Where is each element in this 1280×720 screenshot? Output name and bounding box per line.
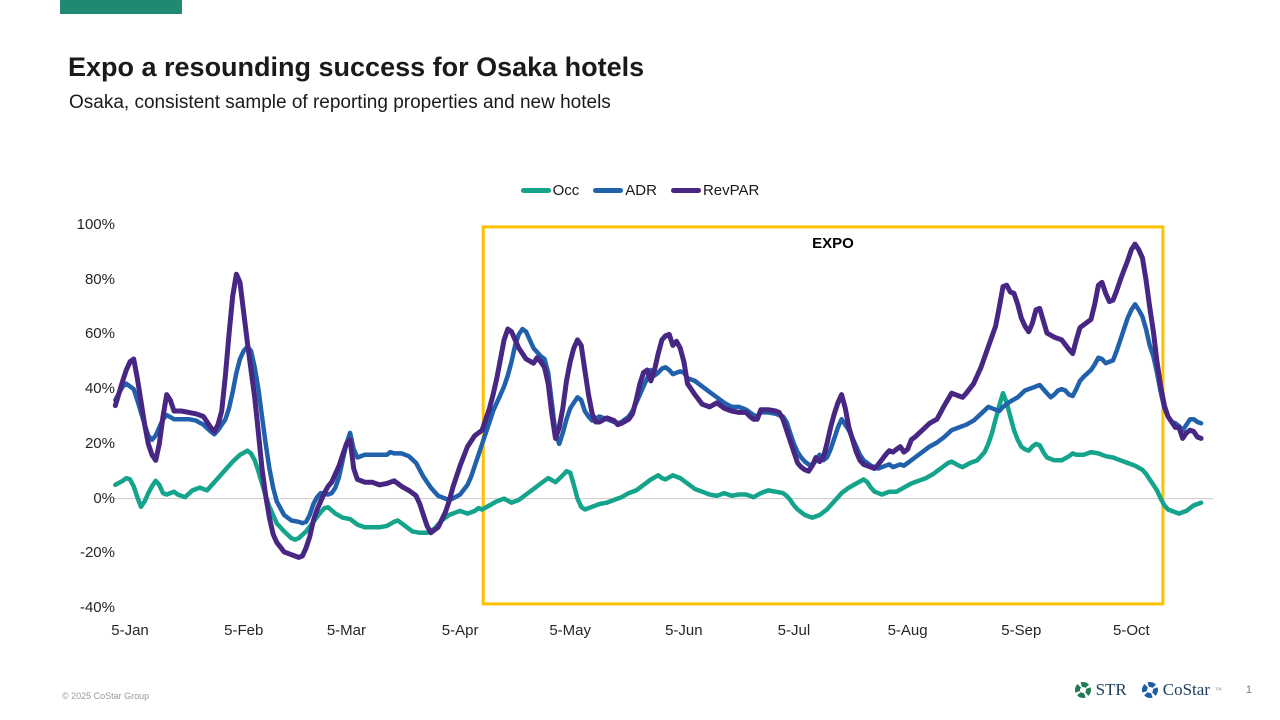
legend-label-adr: ADR <box>625 182 657 199</box>
y-tick-label: 20% <box>84 434 115 452</box>
x-tick-label: 5-May <box>549 622 591 639</box>
y-tick-label: 40% <box>84 380 115 398</box>
legend-item-adr: ADR <box>593 182 657 199</box>
y-tick-label: -40% <box>79 598 115 616</box>
costar-pinwheel-icon <box>1141 682 1158 698</box>
x-tick-label: 5-Sep <box>1001 622 1042 639</box>
footer-logos: STR CoStar ™ 1 <box>1074 680 1252 700</box>
accent-bar <box>60 0 182 14</box>
page-title: Expo a resounding success for Osaka hote… <box>68 52 645 82</box>
adr-line-swatch-icon <box>593 188 624 193</box>
y-tick-label: 80% <box>84 270 115 288</box>
x-tick-label: 5-Jul <box>777 622 811 639</box>
y-tick-label: 60% <box>84 325 115 343</box>
revpar-line-swatch-icon <box>670 188 701 193</box>
str-pinwheel-icon <box>1074 682 1091 698</box>
x-tick-label: 5-Feb <box>224 622 264 639</box>
page-subtitle: Osaka, consistent sample of reporting pr… <box>69 92 611 113</box>
legend-item-occ: Occ <box>520 182 580 199</box>
expo-annotation-label: EXPO <box>812 235 854 252</box>
expo-highlight-box <box>481 225 1165 606</box>
y-tick-label: -20% <box>79 544 115 562</box>
costar-logo-text: CoStar <box>1162 680 1210 699</box>
x-tick-label: 5-Jun <box>665 622 703 639</box>
str-logo: STR <box>1074 680 1127 700</box>
legend-item-revpar: RevPAR <box>670 182 760 199</box>
chart-legend: Occ ADR RevPAR <box>0 182 1280 199</box>
x-tick-label: 5-Aug <box>887 622 928 639</box>
legend-label-revpar: RevPAR <box>702 182 760 199</box>
x-tick-label: 5-Oct <box>1113 622 1150 639</box>
y-tick-label: 0% <box>93 489 115 507</box>
x-tick-label: 5-Jan <box>111 622 149 639</box>
legend-label-occ: Occ <box>552 182 580 199</box>
occ-line-swatch-icon <box>520 188 551 193</box>
copyright-text: © 2025 CoStar Group <box>62 691 150 701</box>
str-logo-text: STR <box>1095 680 1127 699</box>
occ-line <box>113 390 1204 542</box>
y-tick-label: 100% <box>76 216 115 233</box>
adr-line <box>113 302 1204 526</box>
revpar-line <box>112 241 1204 560</box>
x-tick-label: 5-Mar <box>326 622 366 639</box>
x-tick-label: 5-Apr <box>441 622 479 639</box>
costar-logo: CoStar ™ <box>1141 680 1222 700</box>
costar-trademark: ™ <box>1215 686 1222 694</box>
page-number: 1 <box>1245 684 1252 696</box>
